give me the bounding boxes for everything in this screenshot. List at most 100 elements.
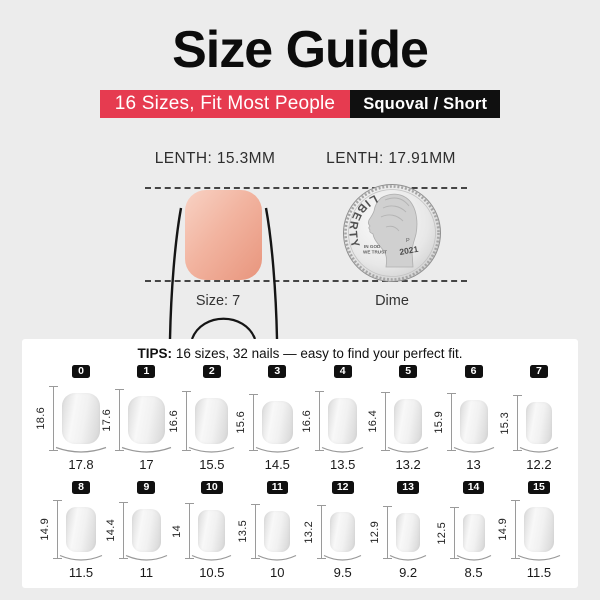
width-label: 13 xyxy=(466,457,481,472)
size-number-badge: 9 xyxy=(137,481,156,494)
ruler-line xyxy=(185,503,195,559)
size-chart-panel: TIPS: 16 sizes, 32 nails — easy to find … xyxy=(22,339,578,588)
width-label: 9.5 xyxy=(333,565,352,580)
size-cell-14: 14 12.5 8.5 xyxy=(436,481,503,580)
width-brace xyxy=(519,446,559,453)
top-dashed-line xyxy=(145,187,467,189)
width-brace xyxy=(121,446,172,453)
tips-line: TIPS: 16 sizes, 32 nails — easy to find … xyxy=(22,346,578,361)
nail-shape xyxy=(261,401,293,444)
size-cell-1: 1 17.6 17 xyxy=(101,365,175,472)
length-ruler: 12.5 xyxy=(436,507,459,559)
nail-holder: 12.5 xyxy=(436,498,485,559)
size-number-badge: 11 xyxy=(266,481,288,494)
width-label: 9.2 xyxy=(399,565,418,580)
ruler-line xyxy=(118,502,128,559)
size-cell-0: 0 18.6 17.8 xyxy=(35,365,110,472)
coin-motto-line2: WE TRUST xyxy=(363,250,387,255)
size-cell-7: 7 15.3 12.2 xyxy=(499,365,568,472)
length-label: 13.5 xyxy=(237,520,250,543)
length-label: 14 xyxy=(171,524,184,538)
size-number-badge: 12 xyxy=(331,481,354,494)
nail-holder: 12.9 xyxy=(369,498,421,559)
size-number-badge: 3 xyxy=(268,365,287,378)
finger-illustration xyxy=(168,190,279,339)
nail-holder: 14 xyxy=(171,498,226,559)
nail-shape xyxy=(264,511,291,552)
size-number-badge: 15 xyxy=(528,481,550,494)
width-brace xyxy=(125,554,168,561)
subtitle-banner: 16 Sizes, Fit Most People Squoval / Shor… xyxy=(0,90,600,118)
length-label: 18.6 xyxy=(35,407,47,430)
ruler-line xyxy=(510,500,520,559)
nail-caption: Size: 7 xyxy=(195,293,241,309)
width-brace xyxy=(258,554,297,561)
ruler-line xyxy=(315,391,325,451)
size-cell-10: 10 14 10.5 xyxy=(171,481,241,580)
ruler-line xyxy=(383,506,393,559)
length-ruler: 15.3 xyxy=(498,395,522,451)
size-cell-9: 9 14.4 11 xyxy=(105,481,175,580)
nail-shape xyxy=(195,398,229,444)
size-cell-12: 12 13.2 9.5 xyxy=(303,481,372,580)
width-label: 11.5 xyxy=(526,565,552,580)
nail-holder: 17.6 xyxy=(101,382,165,451)
ruler-line xyxy=(49,386,58,451)
finger-crease xyxy=(190,317,257,339)
width-label: 11 xyxy=(139,565,154,580)
size-number-badge: 5 xyxy=(399,365,418,378)
width-brace xyxy=(255,446,299,453)
size-cell-8: 8 14.9 11.5 xyxy=(39,481,110,580)
width-brace xyxy=(55,446,107,453)
nail-shape xyxy=(394,399,423,444)
width-brace xyxy=(59,554,103,561)
nail-holder: 14.9 xyxy=(497,498,554,559)
size-cell-2: 2 16.6 15.5 xyxy=(168,365,241,472)
length-label: 14.9 xyxy=(496,518,509,541)
nail-shape xyxy=(396,513,421,552)
nail-holder: 15.9 xyxy=(433,382,488,451)
size-cell-15: 15 14.9 11.5 xyxy=(497,481,568,580)
nail-shape xyxy=(66,507,96,552)
nail-shape xyxy=(330,512,356,552)
page-title: Size Guide xyxy=(172,21,429,79)
width-label: 17.8 xyxy=(68,457,94,472)
length-label: 16.4 xyxy=(367,410,380,433)
length-ruler: 12.9 xyxy=(369,506,393,559)
nail-shape xyxy=(198,510,226,552)
size-number-badge: 14 xyxy=(462,481,485,494)
nail-length-label: LENTH: 15.3MM xyxy=(154,150,276,167)
ruler-line xyxy=(512,395,522,451)
length-label: 15.6 xyxy=(234,411,247,434)
nail-shape xyxy=(523,507,554,552)
nail-holder: 18.6 xyxy=(35,382,100,451)
size-cell-11: 11 13.5 10 xyxy=(237,481,306,580)
size-number-badge: 1 xyxy=(137,365,156,378)
width-brace xyxy=(192,554,232,561)
length-ruler: 17.6 xyxy=(100,389,124,451)
width-brace xyxy=(453,446,494,453)
length-ruler: 14 xyxy=(171,503,195,559)
length-ruler: 14.9 xyxy=(39,500,62,559)
tips-prefix: TIPS: xyxy=(137,346,173,361)
length-label: 15.9 xyxy=(432,410,445,434)
size-number-badge: 0 xyxy=(72,365,90,378)
nail-holder: 16.6 xyxy=(168,382,229,451)
length-label: 15.3 xyxy=(498,411,511,435)
sizes-row-2: 8 14.9 11.5 9 14.4 11 10 14 10.5 11 13.5 10 12 13.2 9.… xyxy=(22,481,578,580)
width-brace xyxy=(189,446,235,453)
nail-holder: 13.5 xyxy=(237,498,291,559)
dime-length-label: LENTH: 17.91MM xyxy=(326,150,456,167)
ruler-line xyxy=(53,500,62,559)
size-number-badge: 7 xyxy=(529,365,548,378)
size-number-badge: 13 xyxy=(397,481,419,494)
finger-right-outline xyxy=(264,207,279,339)
width-brace xyxy=(389,554,427,561)
length-label: 16.6 xyxy=(301,409,314,433)
width-label: 8.5 xyxy=(464,565,483,580)
nail-holder: 14.4 xyxy=(105,498,161,559)
nail-shape xyxy=(62,393,100,444)
length-label: 17.6 xyxy=(100,408,113,432)
size-number-badge: 10 xyxy=(201,481,223,494)
length-ruler: 16.6 xyxy=(168,391,192,451)
